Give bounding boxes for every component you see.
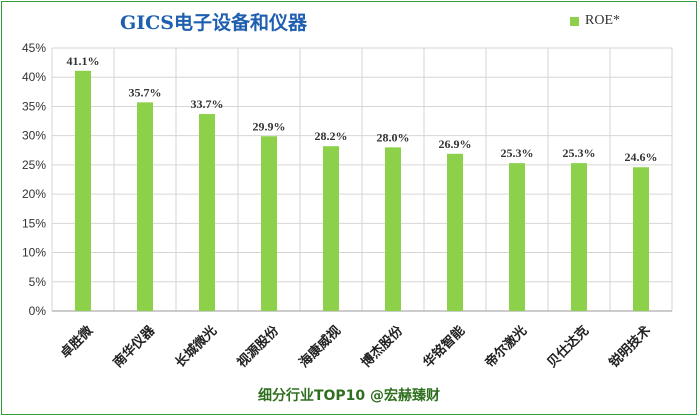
bar	[509, 163, 525, 311]
x-tick-label: 海康威视	[296, 323, 344, 371]
legend-swatch	[570, 16, 579, 26]
x-tick-label: 长城微光	[172, 323, 220, 371]
data-label: 29.9%	[253, 119, 286, 133]
y-tick-label: 40%	[22, 70, 46, 84]
legend: ROE*	[570, 12, 620, 30]
x-tick-label: 锐明技术	[606, 323, 654, 371]
data-label: 28.2%	[315, 129, 348, 143]
x-tick-label: 视源股份	[234, 322, 283, 371]
chart-title: GICS电子设备和仪器	[120, 12, 307, 34]
y-tick-label: 35%	[22, 99, 46, 113]
bar	[385, 147, 401, 311]
y-tick-label: 25%	[22, 158, 46, 172]
data-label: 24.6%	[625, 150, 658, 164]
y-tick-label: 5%	[29, 275, 47, 289]
y-tick-label: 20%	[22, 187, 46, 201]
data-label: 41.1%	[67, 54, 100, 68]
bar	[633, 167, 649, 311]
footer-caption: 细分行业TOP10 @宏赫臻财	[257, 388, 441, 404]
data-label: 35.7%	[129, 85, 162, 99]
data-label: 26.9%	[439, 137, 472, 151]
bar	[137, 102, 153, 311]
bar	[571, 163, 587, 311]
x-tick-label: 南华仪器	[110, 322, 159, 371]
data-label: 25.3%	[563, 146, 596, 160]
y-tick-label: 0%	[29, 304, 47, 318]
y-tick-label: 10%	[22, 246, 46, 260]
y-tick-label: 45%	[22, 41, 46, 55]
x-tick-label: 贝仕达克	[544, 323, 592, 371]
bar	[323, 146, 339, 311]
x-tick-label: 博杰股份	[358, 322, 407, 371]
bar	[199, 114, 215, 311]
legend-label: ROE*	[585, 13, 620, 28]
data-label: 28.0%	[377, 130, 410, 144]
x-tick-label: 卓胜微	[57, 322, 97, 362]
bar	[447, 153, 463, 311]
x-tick-label: 华铭智能	[420, 323, 468, 371]
bar	[261, 136, 277, 311]
data-label: 33.7%	[191, 97, 224, 111]
bar	[75, 70, 91, 311]
y-tick-label: 15%	[22, 216, 46, 230]
data-label: 25.3%	[501, 146, 534, 160]
y-tick-label: 30%	[22, 129, 46, 143]
x-tick-label: 帝尔激光	[482, 323, 530, 371]
